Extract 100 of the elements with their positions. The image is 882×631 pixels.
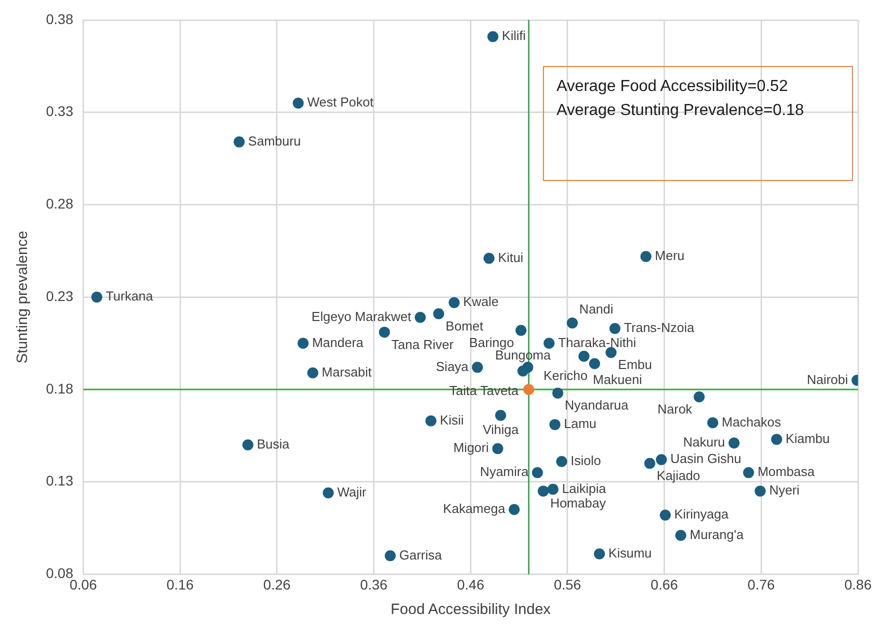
annotation: Bomet bbox=[446, 318, 484, 334]
x-tick-label: 0.66 bbox=[650, 576, 678, 592]
point bbox=[234, 136, 245, 148]
annotation: Vihiga bbox=[482, 422, 520, 437]
point bbox=[547, 484, 558, 495]
annotation: West Pokot bbox=[307, 94, 374, 110]
point bbox=[694, 391, 705, 402]
y-tick-label: 0.28 bbox=[46, 196, 74, 212]
point bbox=[640, 250, 652, 262]
annotation: Isiolo bbox=[570, 453, 602, 468]
point bbox=[484, 252, 495, 264]
annotation: Garrisa bbox=[399, 547, 443, 562]
point bbox=[433, 308, 444, 320]
annotation: Siaya bbox=[436, 358, 470, 374]
x-tick-label: 0.56 bbox=[554, 576, 582, 592]
point bbox=[515, 324, 526, 336]
point bbox=[425, 415, 436, 426]
point bbox=[578, 350, 590, 362]
point bbox=[594, 548, 605, 560]
point bbox=[606, 347, 617, 358]
annotation: Nairobi bbox=[806, 372, 848, 387]
x-tick-label: 0.26 bbox=[263, 576, 291, 592]
annotation: Average Food Accessibility=0.52 bbox=[556, 77, 789, 97]
x-tick-label: 0.76 bbox=[748, 576, 775, 592]
point bbox=[566, 317, 578, 328]
annotation: Makueni bbox=[592, 372, 642, 387]
annotation: Mombasa bbox=[758, 464, 816, 480]
point bbox=[517, 365, 528, 376]
annotation: Meru bbox=[654, 248, 685, 264]
point bbox=[495, 410, 506, 421]
annotation: Laikipia bbox=[562, 480, 607, 496]
point bbox=[487, 31, 498, 42]
annotation: Marsabit bbox=[322, 364, 372, 380]
x-tick-label: 0.86 bbox=[844, 576, 872, 592]
point bbox=[609, 323, 620, 334]
annotation: Nyandarua bbox=[564, 398, 630, 413]
y-tick-label: 0.13 bbox=[46, 472, 74, 489]
point bbox=[292, 98, 304, 109]
y-tick-label: 0.18 bbox=[46, 380, 74, 396]
annotation: Kilifi bbox=[502, 28, 526, 44]
point bbox=[242, 439, 254, 450]
annotation: Baringo bbox=[469, 334, 514, 350]
annotation: Turkana bbox=[106, 288, 154, 304]
annotation: Kericho bbox=[544, 368, 588, 384]
point bbox=[549, 419, 560, 430]
annotation: Nakuru bbox=[683, 434, 726, 450]
annotation: Murang'a bbox=[690, 526, 744, 542]
point bbox=[556, 456, 568, 468]
annotation: Embu bbox=[618, 357, 652, 372]
point bbox=[414, 312, 426, 323]
annotation: Homabay bbox=[550, 496, 606, 511]
point bbox=[644, 458, 656, 469]
y-tick-label: 0.33 bbox=[46, 103, 74, 120]
point bbox=[298, 338, 309, 349]
annotation: Nyeri bbox=[769, 482, 800, 498]
point bbox=[552, 388, 564, 399]
annotation: Kakamega bbox=[443, 501, 506, 516]
x-tick-label: 0.36 bbox=[360, 576, 388, 592]
point bbox=[523, 384, 534, 395]
annotation: Kisumu bbox=[608, 545, 652, 560]
point bbox=[771, 434, 782, 445]
annotation: Kitui bbox=[498, 250, 524, 265]
annotation: Wajir bbox=[337, 484, 368, 500]
annotation: Elgeyo Marakwet bbox=[312, 309, 412, 324]
point bbox=[384, 550, 396, 562]
annotation: Average Stunting Prevalence=0.18 bbox=[556, 101, 805, 121]
annotation: Busia bbox=[256, 436, 290, 452]
point bbox=[675, 530, 686, 541]
text-box: Average Food Accessibility=0.52 Average Stunting Prevalence=0.18 bbox=[543, 66, 854, 181]
point bbox=[589, 358, 600, 370]
point bbox=[656, 454, 667, 466]
annotation: Migori bbox=[453, 440, 489, 456]
point bbox=[448, 297, 460, 308]
annotation: Narok bbox=[658, 401, 693, 416]
point bbox=[743, 467, 754, 478]
point bbox=[472, 362, 483, 373]
point bbox=[532, 467, 543, 478]
annotation: Kiambu bbox=[786, 430, 830, 446]
x-tick-label: 0.46 bbox=[457, 576, 484, 592]
annotation: Kisii bbox=[440, 412, 464, 428]
annotation: Mandera bbox=[312, 334, 364, 350]
point bbox=[378, 326, 390, 338]
annotation: Trans-Nzoia bbox=[624, 320, 696, 336]
point bbox=[538, 486, 549, 497]
annotation: Kajiado bbox=[656, 468, 700, 483]
point bbox=[508, 504, 520, 516]
annotation: Samburu bbox=[248, 134, 301, 148]
point bbox=[307, 367, 318, 378]
y-tick-label: 0.23 bbox=[46, 288, 74, 304]
point bbox=[754, 486, 766, 497]
point bbox=[322, 487, 334, 498]
annotation: Kirinyaga bbox=[674, 506, 730, 522]
x-tick-label: 0.16 bbox=[166, 576, 194, 592]
annotation: Machakos bbox=[722, 414, 782, 430]
point bbox=[660, 510, 671, 521]
point bbox=[492, 443, 504, 454]
point bbox=[707, 417, 718, 428]
annotation: Uasin Gishu bbox=[670, 451, 742, 466]
annotation: Kwale bbox=[463, 294, 499, 310]
annotation: Lamu bbox=[564, 416, 596, 432]
